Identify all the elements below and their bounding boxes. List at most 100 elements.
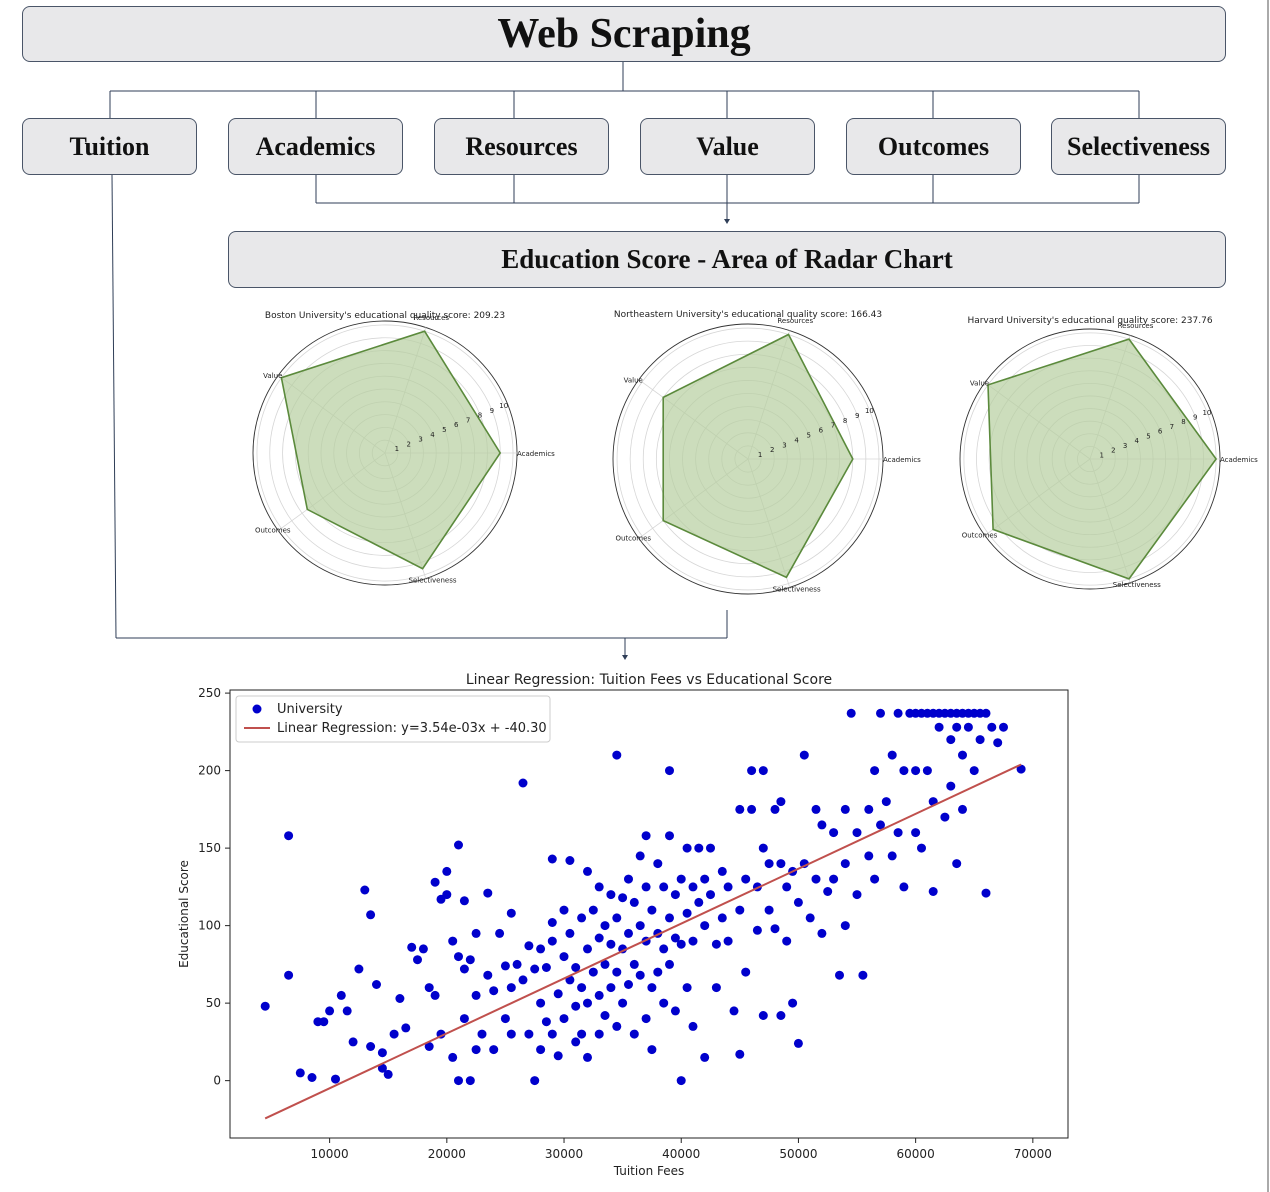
data-point [500,1014,510,1024]
data-point [459,896,469,906]
data-point [670,1006,680,1016]
scatter-plot: Linear Regression: Tuition Fees vs Educa… [177,672,1069,1178]
radar-tick-label: 3 [418,436,422,444]
data-point [946,781,956,791]
data-point [969,766,979,776]
data-point [975,735,985,745]
data-point [940,812,950,822]
data-point [981,888,991,898]
radar-area [987,338,1218,580]
data-point [665,831,674,841]
data-point [319,1017,329,1027]
data-point [870,766,880,776]
data-point [758,843,768,853]
data-point [835,970,844,980]
data-point [600,921,610,931]
data-point [711,939,721,949]
radar-axis-label: Academics [1220,456,1258,464]
data-point [360,885,370,895]
legend: University Linear Regression: y=3.54e-03x… [235,695,551,743]
data-point [284,970,294,980]
data-point [413,955,422,965]
data-point [717,866,727,876]
data-point [641,1014,651,1024]
data-point [530,1076,540,1086]
data-point [547,936,557,946]
data-point [500,961,510,971]
radar-axis-label: Resources [413,314,449,322]
data-point [418,944,428,954]
x-tick-label: 20000 [428,1147,466,1161]
data-point [887,750,897,760]
data-point [536,1045,546,1055]
data-point [594,990,604,1000]
data-point [747,804,757,814]
data-point [653,967,663,977]
data-point [764,859,774,869]
data-point [829,874,839,884]
data-point [688,882,698,892]
data-point [723,936,733,946]
category-value: Value [640,118,815,175]
data-point [594,882,604,892]
x-tick-label: 30000 [545,1147,583,1161]
data-point [583,998,592,1008]
data-point [477,1029,487,1039]
data-point [735,1049,745,1059]
data-point [600,959,610,969]
data-point [682,908,692,918]
data-point [641,882,651,892]
radar-axis-label: Value [624,376,643,384]
data-point [647,905,657,915]
radar-tick-label: 4 [430,431,435,439]
data-point [583,866,592,876]
data-point [782,882,792,892]
data-point [735,804,745,814]
radar-tick-label: 5 [806,431,810,439]
radar-tick-label: 7 [831,422,835,430]
data-point [588,905,598,915]
radar-tick-label: 9 [1193,413,1197,421]
data-point [665,959,674,969]
data-point [659,998,669,1008]
radar-tick-label: 8 [843,417,847,425]
radar-axis-label: Outcomes [962,531,998,539]
x-tick-label: 40000 [662,1147,700,1161]
radar-axis-label: Resources [1118,322,1154,330]
radar-chart: Harvard University's educational quality… [959,316,1258,590]
legend-point-marker [252,704,262,714]
data-point [987,722,997,732]
data-point [747,766,757,776]
title-box: Web Scraping [22,6,1226,62]
data-point [559,1014,569,1024]
data-point [688,1021,698,1031]
data-point [612,750,622,760]
data-point [459,964,469,974]
data-point [454,1076,463,1086]
radar-tick-label: 8 [478,412,482,420]
data-point [817,820,827,830]
data-point [307,1073,317,1082]
data-point [934,722,944,732]
radar-tick-label: 1 [395,445,399,453]
data-point [706,890,715,900]
data-point [541,1017,551,1027]
data-point [741,967,751,977]
radar-axis-label: Outcomes [255,527,291,535]
data-point [811,874,821,884]
data-point [606,939,616,949]
radar-tick-label: 2 [407,440,411,448]
data-point [518,975,528,985]
radar-axis-label: Selectiveness [1113,581,1161,589]
data-point [665,766,674,776]
data-point [553,989,563,999]
data-point [524,941,534,951]
data-point [852,890,862,900]
data-point [635,851,645,861]
data-point [547,918,557,927]
plot-frame [229,689,1069,1139]
data-point [876,820,885,830]
data-point [899,766,909,776]
data-point [793,1038,803,1048]
